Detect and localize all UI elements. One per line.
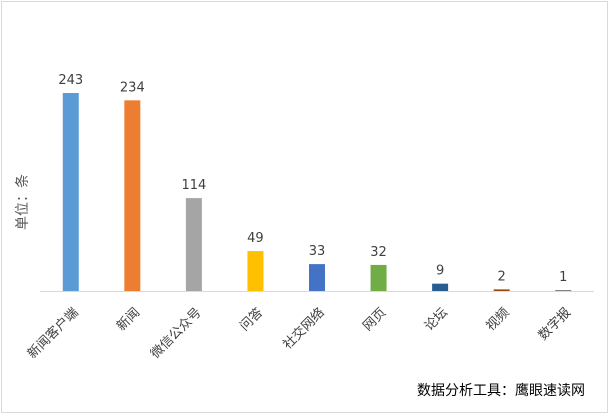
value-label-4: 33 — [309, 244, 326, 259]
bar-5 — [370, 264, 387, 291]
category-labels-group: 新闻客户端 新闻 微信公众号 问答 社交网络 网页 论坛 视频 数字报 — [24, 305, 574, 362]
category-label-0: 新闻客户端 — [24, 305, 81, 362]
value-label-0: 243 — [58, 73, 83, 88]
category-label-8: 数字报 — [536, 305, 574, 343]
bar-4 — [309, 264, 325, 291]
value-label-1: 234 — [120, 80, 145, 95]
bars-group — [62, 93, 572, 291]
category-label-2: 微信公众号 — [148, 305, 205, 362]
bar-6 — [432, 283, 449, 291]
bar-1 — [124, 100, 141, 291]
value-label-8: 1 — [559, 270, 567, 285]
category-label-6: 论坛 — [422, 305, 451, 334]
category-label-3: 问答 — [237, 305, 267, 335]
bar-3 — [247, 251, 264, 291]
value-label-6: 9 — [436, 264, 444, 279]
bar-0 — [62, 93, 79, 291]
source-note: 数据分析工具：鹰眼速读网 — [417, 383, 585, 399]
value-label-3: 49 — [247, 231, 264, 246]
value-label-5: 32 — [370, 245, 387, 260]
bar-7 — [493, 289, 510, 291]
category-label-7: 视频 — [483, 305, 512, 334]
category-label-1: 新闻 — [113, 305, 143, 335]
y-axis-label: 单位：条 — [15, 174, 31, 230]
category-label-4: 社交网络 — [280, 305, 328, 353]
bar-8 — [555, 290, 572, 291]
value-label-2: 114 — [181, 178, 206, 193]
bar-2 — [185, 198, 202, 291]
category-label-5: 网页 — [360, 305, 389, 334]
value-label-7: 2 — [498, 269, 506, 284]
value-labels-group: 243 234 114 49 33 32 9 2 1 — [58, 73, 567, 285]
